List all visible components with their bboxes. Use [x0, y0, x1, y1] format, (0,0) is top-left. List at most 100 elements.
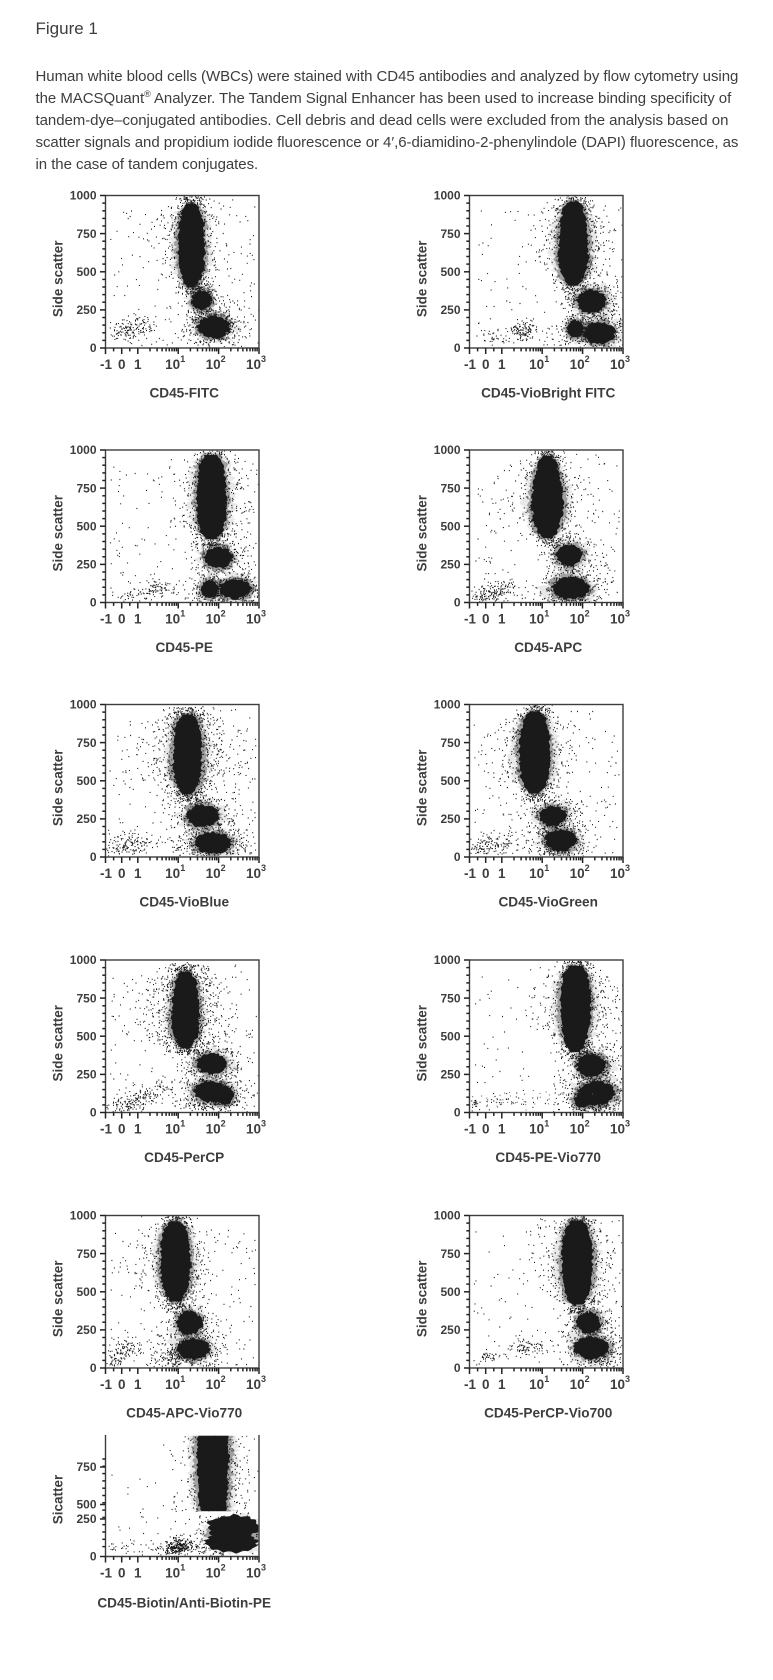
svg-text:103: 103	[246, 863, 266, 881]
svg-text:103: 103	[610, 863, 630, 881]
svg-text:Side scatter: Side scatter	[415, 1004, 430, 1081]
svg-text:CD45-PE: CD45-PE	[155, 640, 212, 655]
svg-text:102: 102	[206, 609, 226, 627]
svg-text:250: 250	[440, 303, 460, 317]
svg-text:-1: -1	[464, 1377, 476, 1392]
svg-text:101: 101	[165, 1119, 185, 1137]
svg-text:103: 103	[246, 1119, 266, 1137]
svg-text:-1: -1	[100, 612, 112, 627]
svg-text:1: 1	[498, 357, 506, 372]
svg-text:1000: 1000	[70, 698, 97, 712]
svg-text:0: 0	[454, 341, 461, 355]
svg-text:101: 101	[529, 354, 549, 372]
svg-text:101: 101	[529, 863, 549, 881]
svg-text:250: 250	[440, 558, 460, 572]
svg-text:CD45-Biotin/Anti-Biotin-PE: CD45-Biotin/Anti-Biotin-PE	[97, 1596, 271, 1611]
svg-text:750: 750	[440, 481, 460, 495]
svg-text:250: 250	[76, 812, 96, 826]
svg-text:1000: 1000	[434, 443, 461, 457]
svg-text:750: 750	[440, 227, 460, 241]
svg-text:0: 0	[90, 1361, 97, 1375]
svg-text:102: 102	[570, 1374, 590, 1392]
svg-text:1: 1	[134, 1377, 142, 1392]
svg-text:102: 102	[206, 1563, 226, 1581]
svg-text:CD45-APC: CD45-APC	[514, 640, 582, 655]
svg-text:0: 0	[90, 850, 97, 864]
svg-text:1000: 1000	[434, 189, 461, 203]
svg-text:101: 101	[165, 354, 185, 372]
svg-text:750: 750	[76, 481, 96, 495]
svg-text:0: 0	[118, 1566, 126, 1581]
svg-text:102: 102	[206, 1374, 226, 1392]
svg-text:0: 0	[482, 612, 490, 627]
svg-text:103: 103	[246, 354, 266, 372]
svg-text:250: 250	[440, 1068, 460, 1082]
svg-text:0: 0	[90, 1550, 97, 1564]
svg-text:1: 1	[498, 612, 506, 627]
svg-text:-1: -1	[100, 357, 112, 372]
svg-text:101: 101	[529, 609, 549, 627]
svg-text:1: 1	[498, 866, 506, 881]
svg-text:750: 750	[76, 991, 96, 1005]
svg-text:-1: -1	[100, 1377, 112, 1392]
svg-text:CD45-VioGreen: CD45-VioGreen	[498, 895, 597, 910]
svg-text:1000: 1000	[434, 698, 461, 712]
svg-text:CD45-PE-Vio770: CD45-PE-Vio770	[495, 1150, 601, 1165]
svg-text:Side scatter: Side scatter	[51, 1260, 66, 1337]
svg-text:CD45-VioBlue: CD45-VioBlue	[139, 895, 229, 910]
svg-text:500: 500	[440, 774, 460, 788]
svg-text:Side scatter: Side scatter	[415, 749, 430, 826]
svg-text:750: 750	[76, 1247, 96, 1261]
svg-text:1: 1	[134, 866, 142, 881]
svg-text:250: 250	[440, 812, 460, 826]
svg-text:500: 500	[76, 1285, 96, 1299]
svg-text:101: 101	[529, 1119, 549, 1137]
svg-text:103: 103	[610, 1374, 630, 1392]
svg-text:500: 500	[76, 520, 96, 534]
svg-text:0: 0	[118, 1122, 126, 1137]
svg-text:CD45-FITC: CD45-FITC	[149, 386, 219, 401]
svg-text:0: 0	[454, 1361, 461, 1375]
svg-text:1000: 1000	[70, 953, 97, 967]
svg-text:0: 0	[118, 612, 126, 627]
svg-text:101: 101	[165, 1563, 185, 1581]
svg-text:0: 0	[90, 596, 97, 610]
svg-text:103: 103	[610, 1119, 630, 1137]
svg-text:500: 500	[76, 265, 96, 279]
svg-text:0: 0	[454, 596, 461, 610]
svg-text:-1: -1	[100, 1122, 112, 1137]
svg-text:103: 103	[610, 354, 630, 372]
svg-text:102: 102	[570, 354, 590, 372]
svg-text:-1: -1	[464, 612, 476, 627]
svg-text:750: 750	[76, 1460, 96, 1474]
svg-text:Sicatter: Sicatter	[51, 1474, 66, 1524]
svg-text:750: 750	[440, 991, 460, 1005]
svg-text:CD45-PerCP: CD45-PerCP	[144, 1150, 224, 1165]
svg-text:1: 1	[498, 1122, 506, 1137]
svg-text:101: 101	[529, 1374, 549, 1392]
svg-text:Side scatter: Side scatter	[415, 1260, 430, 1337]
svg-text:1: 1	[134, 612, 142, 627]
svg-text:102: 102	[206, 863, 226, 881]
svg-text:750: 750	[76, 227, 96, 241]
svg-text:750: 750	[440, 1247, 460, 1261]
svg-text:1000: 1000	[434, 1209, 461, 1223]
svg-text:-1: -1	[464, 357, 476, 372]
svg-text:103: 103	[246, 1563, 266, 1581]
svg-text:0: 0	[454, 850, 461, 864]
svg-text:250: 250	[76, 558, 96, 572]
svg-text:0: 0	[482, 357, 490, 372]
svg-text:250: 250	[76, 1512, 96, 1526]
svg-text:1000: 1000	[70, 443, 97, 457]
svg-text:750: 750	[440, 736, 460, 750]
svg-text:102: 102	[570, 863, 590, 881]
svg-text:Side scatter: Side scatter	[51, 749, 66, 826]
svg-text:0: 0	[118, 866, 126, 881]
svg-text:250: 250	[440, 1323, 460, 1337]
svg-text:500: 500	[76, 1498, 96, 1512]
svg-text:1000: 1000	[70, 189, 97, 203]
svg-text:Side scatter: Side scatter	[415, 240, 430, 317]
svg-text:CD45-APC-Vio770: CD45-APC-Vio770	[126, 1406, 242, 1421]
svg-text:0: 0	[90, 1106, 97, 1120]
svg-text:102: 102	[206, 354, 226, 372]
